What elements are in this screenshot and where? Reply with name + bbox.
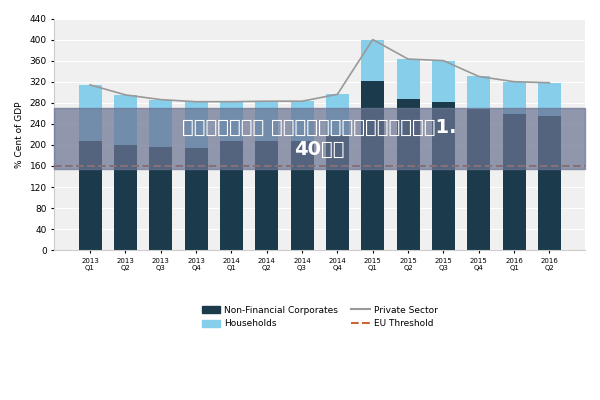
Bar	[503, 114, 526, 250]
Bar	[220, 102, 243, 141]
Legend: Non-Financial Corporates, Households, Private Sector, EU Threshold: Non-Financial Corporates, Households, Pr…	[202, 306, 438, 328]
Bar	[220, 141, 243, 250]
Bar	[361, 81, 384, 250]
Bar	[326, 136, 349, 250]
Bar	[397, 59, 419, 98]
Bar	[255, 101, 278, 141]
Bar	[149, 147, 172, 250]
Bar	[255, 141, 278, 250]
Bar	[467, 76, 490, 109]
Bar	[185, 102, 208, 148]
Bar	[79, 85, 101, 141]
Y-axis label: % Cent of GDP: % Cent of GDP	[15, 101, 24, 168]
Bar	[290, 101, 314, 141]
Bar	[79, 141, 101, 250]
Bar	[467, 109, 490, 250]
Bar	[361, 40, 384, 81]
Bar	[503, 82, 526, 114]
Text: 稳定的股票配资 英锕技术前瞻：极易进一步下穿1.
40关口: 稳定的股票配资 英锕技术前瞻：极易进一步下穿1. 40关口	[182, 118, 457, 159]
Bar	[326, 94, 349, 136]
Bar	[397, 98, 419, 250]
Bar	[185, 148, 208, 250]
Bar	[114, 145, 137, 250]
Bar	[538, 116, 561, 250]
Bar	[432, 102, 455, 250]
Bar	[432, 61, 455, 102]
Bar	[290, 141, 314, 250]
Bar	[149, 100, 172, 147]
Bar	[538, 83, 561, 116]
Bar	[114, 95, 137, 145]
